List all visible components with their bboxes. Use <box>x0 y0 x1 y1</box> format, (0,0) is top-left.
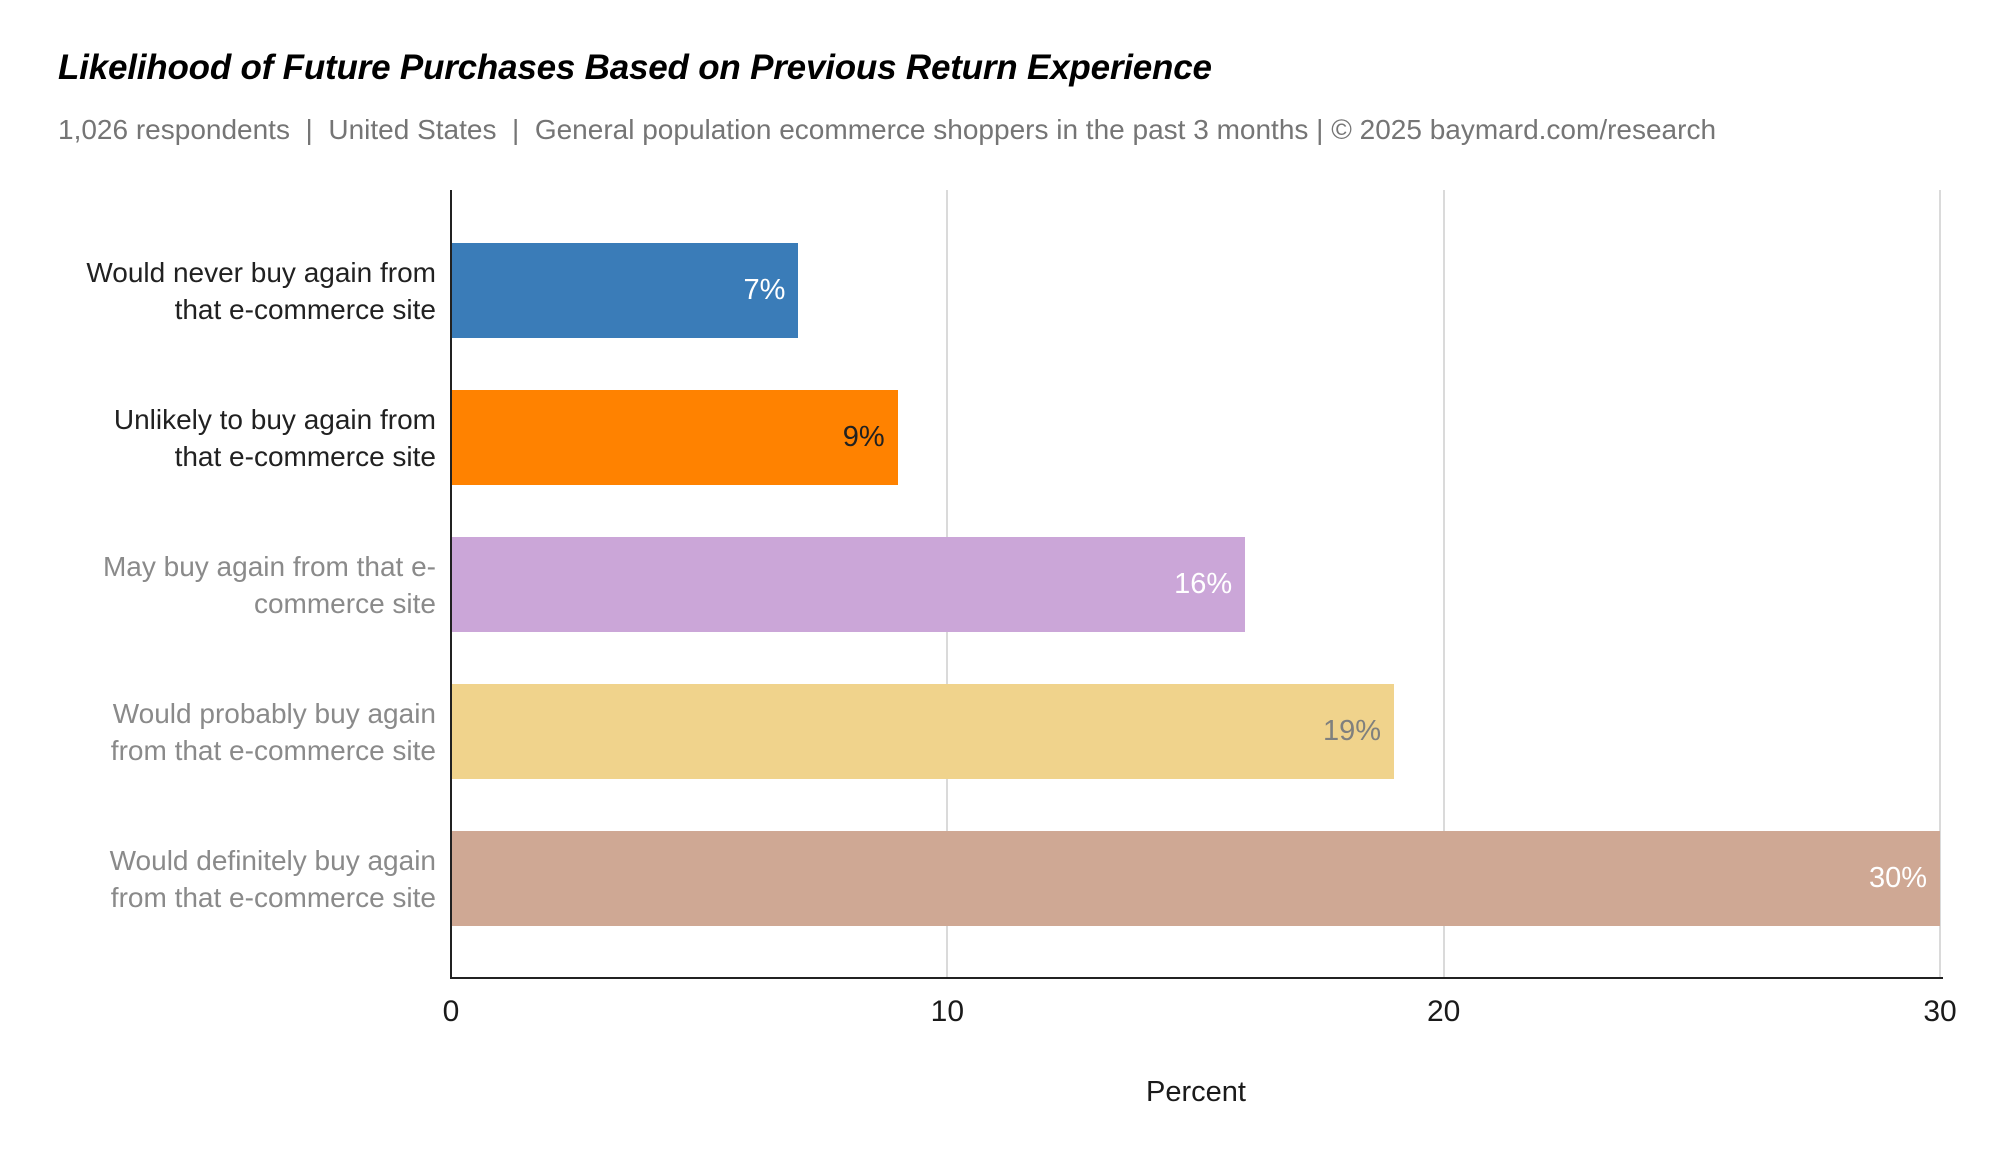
category-label-line: Would probably buy again <box>112 697 436 729</box>
category-label-line: from that e-commerce site <box>110 881 436 913</box>
category-label-line: Would never buy again from <box>86 256 436 288</box>
x-axis-line <box>450 977 1943 979</box>
bar-value-label: 7% <box>743 274 786 306</box>
category-label: Would definitely buy again from that e-co… <box>0 842 436 916</box>
chart-title: Likelihood of Future Purchases Based on … <box>58 48 1212 87</box>
bar-value-label: 30% <box>1868 862 1927 894</box>
category-label-line: that e-commerce site <box>174 440 436 472</box>
chart-subtitle: 1,026 respondents | United States | Gene… <box>58 114 1717 145</box>
category-label-line: commerce site <box>253 587 436 619</box>
x-axis-title: Percent <box>1146 1076 1246 1108</box>
category-label: May buy again from that e-commerce site <box>0 548 436 622</box>
bar: 16% <box>452 537 1246 632</box>
x-tick-label: 30 <box>1923 995 1957 1028</box>
bar: 19% <box>452 684 1395 779</box>
category-label-line: Unlikely to buy again from <box>113 403 436 435</box>
x-tick-label: 0 <box>442 995 460 1028</box>
x-tick-label: 20 <box>1426 995 1461 1028</box>
category-label-line: May buy again from that e- <box>102 550 436 582</box>
category-label-line: from that e-commerce site <box>110 734 436 766</box>
gridline-20 <box>1442 190 1445 977</box>
bar-value-label: 16% <box>1174 568 1233 600</box>
bar: 7% <box>452 243 799 338</box>
y-axis-line <box>450 190 452 979</box>
category-label: Unlikely to buy again from that e-commerc… <box>0 401 436 475</box>
category-label-line: Would definitely buy again <box>109 844 436 876</box>
bar: 30% <box>452 831 1940 926</box>
x-tick-label: 10 <box>930 995 965 1028</box>
category-label: Would probably buy again from that e-comm… <box>0 695 436 769</box>
bar-value-label: 19% <box>1322 715 1382 747</box>
bar-value-label: 9% <box>842 421 885 453</box>
bar: 9% <box>452 390 898 485</box>
gridline-30 <box>1939 190 1941 977</box>
category-label: Would never buy again from that e-commerc… <box>0 254 436 328</box>
category-label-line: that e-commerce site <box>174 293 436 325</box>
